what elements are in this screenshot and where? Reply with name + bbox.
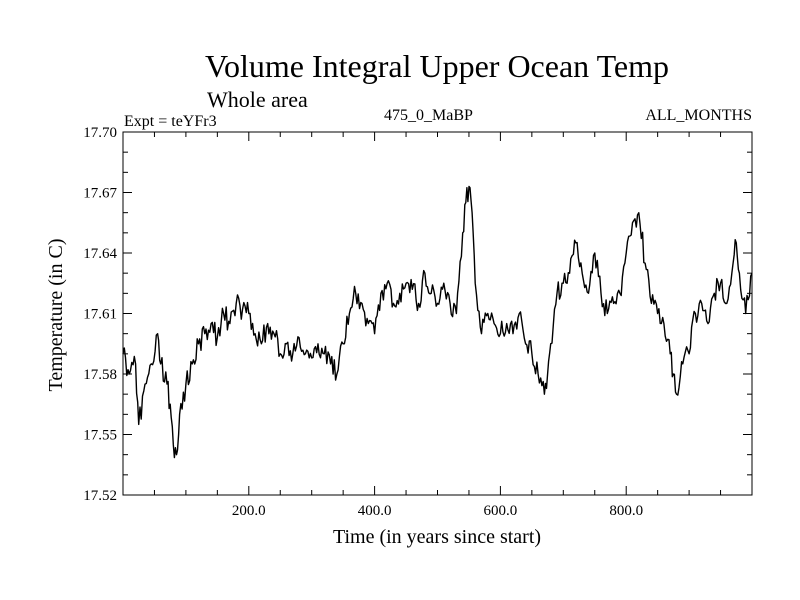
x-axis: 200.0 400.0 600.0 800.0	[153, 132, 722, 519]
x-tick-label: 200.0	[232, 503, 266, 519]
y-axis-label: Temperature (in C)	[45, 239, 67, 392]
chart-subtitle: Whole area	[207, 87, 308, 112]
experiment-label: Expt = teYFr3	[124, 113, 217, 130]
y-tick-label: 17.55	[83, 428, 117, 444]
x-axis-label: Time (in years since start)	[333, 526, 541, 548]
series-line	[122, 185, 753, 459]
y-tick-label: 17.58	[83, 367, 117, 383]
y-tick-label: 17.70	[83, 125, 117, 141]
y-tick-label: 17.64	[83, 246, 117, 262]
y-tick-label: 17.67	[83, 186, 117, 202]
months-label: ALL_MONTHS	[645, 107, 752, 124]
y-tick-label: 17.61	[83, 307, 117, 323]
y-axis: 17.52 17.55 17.58 17.61 17.64 17.67 17.70	[83, 125, 752, 504]
series-layer	[122, 185, 753, 459]
x-tick-label: 400.0	[358, 503, 392, 519]
y-tick-label: 17.52	[83, 488, 117, 504]
x-tick-label: 600.0	[484, 503, 518, 519]
x-tick-label: 800.0	[609, 503, 643, 519]
period-label: 475_0_MaBP	[384, 107, 473, 124]
chart-title: Volume Integral Upper Ocean Temp	[205, 48, 669, 84]
